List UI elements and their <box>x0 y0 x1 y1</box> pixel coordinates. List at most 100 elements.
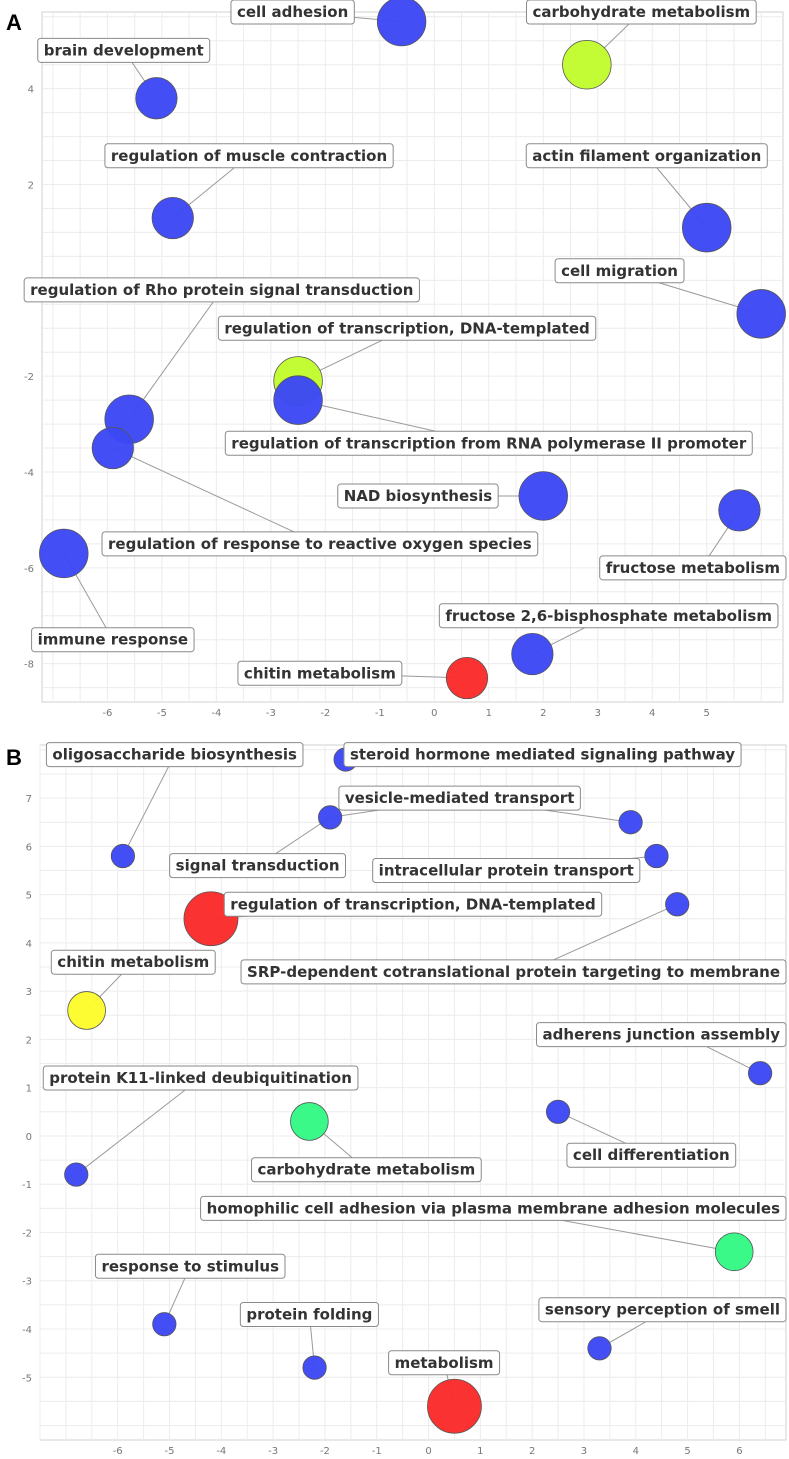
data-label: steroid hormone mediated signaling pathw… <box>343 742 742 768</box>
plot-area <box>41 11 784 703</box>
data-label-text: cell adhesion <box>237 3 348 21</box>
y-tick-label: 4 <box>26 939 32 950</box>
data-label: regulation of transcription, DNA-templat… <box>217 315 597 341</box>
data-label-text: homophilic cell adhesion via plasma memb… <box>207 1199 780 1217</box>
data-label-box <box>50 949 216 975</box>
x-tick-label: -2 <box>320 708 330 719</box>
data-label-box <box>337 483 499 509</box>
data-point <box>91 426 134 470</box>
data-label: immune response <box>31 627 195 653</box>
data-point <box>39 528 89 579</box>
data-label-box <box>239 1302 379 1328</box>
data-point <box>665 892 690 917</box>
x-tick-label: 1 <box>486 708 492 719</box>
data-label: vesicle-mediated transport <box>338 785 581 811</box>
x-tick-label: -6 <box>113 1446 123 1457</box>
data-label-text: actin filament organization <box>532 147 761 165</box>
data-point <box>618 810 643 835</box>
data-point <box>511 632 554 676</box>
data-label-box <box>343 742 742 768</box>
data-label: intracellular protein transport <box>372 857 641 883</box>
x-tick-label: -5 <box>165 1446 175 1457</box>
data-label-text: regulation of muscle contraction <box>111 147 387 165</box>
data-label-text: cell differentiation <box>573 1146 730 1164</box>
y-tick-label: -2 <box>24 372 34 383</box>
panel-letter-a: A <box>6 10 22 35</box>
data-label-box <box>169 853 347 879</box>
data-label-box <box>223 891 603 917</box>
x-tick-label: 2 <box>540 708 546 719</box>
data-point <box>67 991 106 1030</box>
data-point <box>273 375 323 425</box>
data-label-box <box>525 0 757 25</box>
x-tick-label: -6 <box>102 708 112 719</box>
data-labels: oligosaccharide biosynthesis steroid horm… <box>42 742 787 1376</box>
data-label-text: sensory perception of smell <box>545 1301 780 1319</box>
data-label-box <box>240 959 787 985</box>
data-label: fructose metabolism <box>599 555 787 581</box>
data-point <box>151 196 194 240</box>
data-label-box <box>101 531 539 557</box>
data-point <box>64 1162 89 1187</box>
data-label-text: NAD biosynthesis <box>344 487 492 505</box>
data-label-box <box>525 143 768 169</box>
data-label: brain development <box>37 37 211 63</box>
y-tick-label: -5 <box>22 1373 32 1384</box>
y-tick-label: 4 <box>28 85 34 96</box>
data-label-text: brain development <box>44 41 204 59</box>
data-label-box <box>31 627 195 653</box>
data-label-text: fructose metabolism <box>606 559 780 577</box>
y-tick-label: 0 <box>26 1132 32 1143</box>
data-label-text: fructose 2,6-bisphosphate metabolism <box>445 607 772 625</box>
y-tick-label: 2 <box>28 181 34 192</box>
data-point <box>714 1232 754 1272</box>
x-tick-label: -3 <box>266 708 276 719</box>
data-label-text: vesicle-mediated transport <box>345 789 574 807</box>
plot-area <box>39 744 787 1441</box>
data-label-box <box>200 1195 787 1221</box>
data-label: SRP-dependent cotranslational protein ta… <box>240 959 787 985</box>
y-tick-label: -8 <box>24 660 34 671</box>
data-label-text: protein folding <box>246 1306 372 1324</box>
x-tick-label: 1 <box>477 1446 483 1457</box>
data-label: protein folding <box>239 1302 379 1328</box>
x-tick-label: 2 <box>529 1446 535 1457</box>
y-tick-label: 3 <box>26 987 32 998</box>
data-label-box <box>251 1157 482 1183</box>
leader-line <box>122 754 176 857</box>
data-label: response to stimulus <box>94 1253 286 1279</box>
data-label-box <box>45 742 304 768</box>
data-label-text: signal transduction <box>176 857 340 875</box>
data-label-box <box>536 1022 787 1048</box>
data-point <box>736 289 786 339</box>
y-tick-label: 1 <box>26 1084 32 1095</box>
x-tick-label: -1 <box>372 1446 382 1457</box>
data-point <box>562 40 612 90</box>
x-tick-label: 4 <box>649 708 655 719</box>
data-point <box>747 1061 773 1086</box>
data-point <box>302 1355 327 1380</box>
x-tick-label: 5 <box>684 1446 690 1457</box>
x-tick-label: 0 <box>425 1446 431 1457</box>
data-label-text: cell migration <box>561 262 678 280</box>
data-label-text: carbohydrate metabolism <box>258 1161 476 1179</box>
y-tick-label: -2 <box>22 1228 32 1239</box>
data-point <box>135 77 178 120</box>
data-point <box>290 1102 329 1141</box>
y-tick-label: 5 <box>26 891 32 902</box>
chart-b: -6 -5 -4 -3 -2 -1 0 1 2 3 4 5 6 7 6 5 4 3 2 1 0 -1 -2 -3 -4 -5 oli… <box>22 742 787 1457</box>
data-label-text: chitin metabolism <box>244 664 396 682</box>
data-label-text: regulation of Rho protein signal transdu… <box>30 281 413 299</box>
leader-line <box>128 289 223 420</box>
data-point <box>318 805 343 830</box>
x-tick-label: -1 <box>375 708 385 719</box>
data-label: metabolism <box>388 1350 501 1376</box>
data-label-box <box>94 1253 286 1279</box>
leader-line <box>75 1077 201 1175</box>
data-label-text: intracellular protein transport <box>379 861 634 879</box>
data-point <box>587 1336 612 1361</box>
data-label-text: response to stimulus <box>101 1257 279 1275</box>
data-label: cell differentiation <box>566 1142 737 1168</box>
y-tick-label: -4 <box>22 1325 32 1336</box>
